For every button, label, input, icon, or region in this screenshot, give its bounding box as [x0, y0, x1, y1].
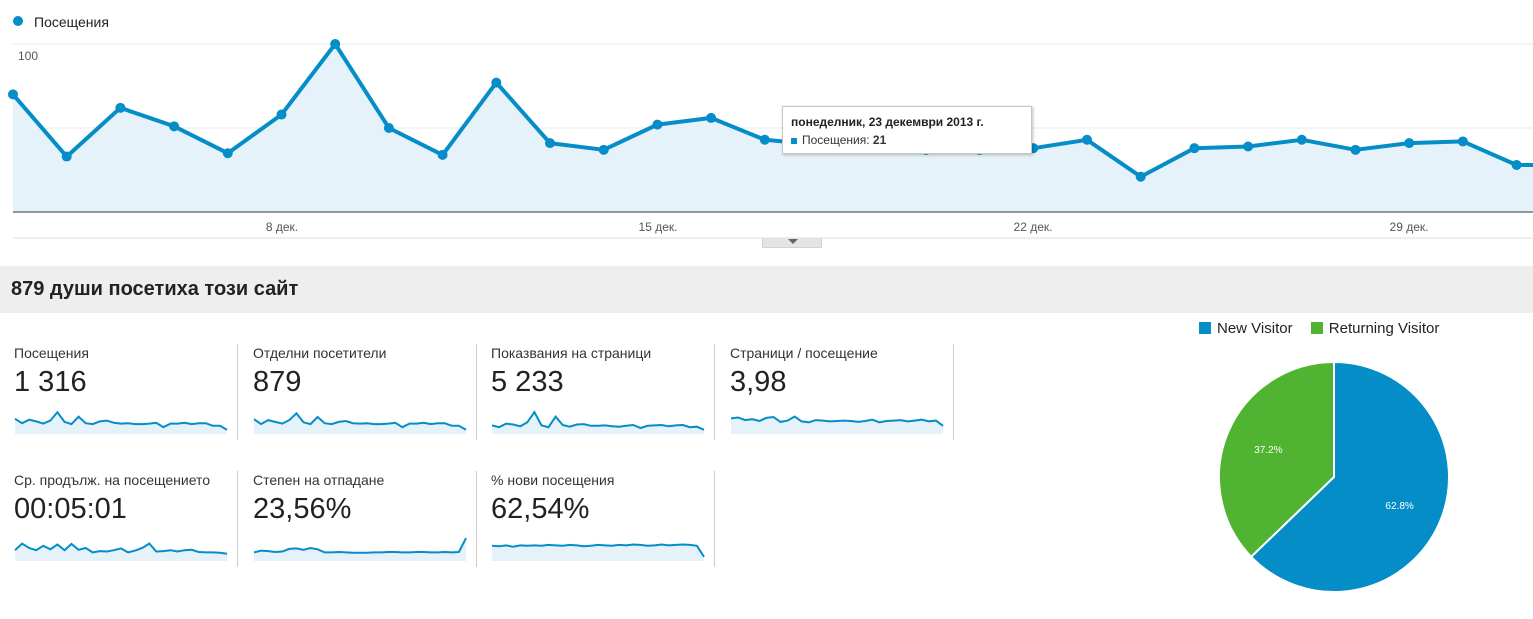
- legend-dot-icon: [13, 16, 23, 26]
- data-point[interactable]: [437, 149, 448, 160]
- x-tick-label: 22 дек.: [1014, 220, 1053, 234]
- metric-sparkline: [14, 410, 228, 434]
- summary-header: 879 души посетиха този сайт: [0, 266, 1533, 313]
- sparkline-area: [254, 538, 466, 561]
- tooltip-title: понеделник, 23 декември 2013 г.: [791, 115, 984, 129]
- legend-item-returning-visitor[interactable]: Returning Visitor: [1310, 320, 1440, 337]
- metric-value: 00:05:01: [14, 493, 127, 525]
- sparkline-area: [15, 543, 227, 561]
- sparkline-line: [491, 410, 705, 431]
- data-point[interactable]: [1350, 144, 1361, 155]
- x-tick-label: 29 дек.: [1390, 220, 1429, 234]
- metric-value: 62,54%: [491, 493, 590, 525]
- data-point[interactable]: [222, 148, 233, 159]
- pie-slice-label: 62.8%: [1385, 501, 1413, 512]
- data-point[interactable]: [115, 102, 126, 113]
- metric-sparkline: [491, 543, 705, 561]
- data-point[interactable]: [169, 121, 180, 132]
- legend-item-new-visitor[interactable]: New Visitor: [1199, 320, 1293, 337]
- metric-pages-per-visit[interactable]: Страници / посещение 3,98: [716, 344, 954, 440]
- pie-slice-new-visitor[interactable]: [1249, 360, 1450, 593]
- data-point[interactable]: [1457, 136, 1468, 147]
- data-point[interactable]: [1189, 143, 1200, 154]
- legend-label: Returning Visitor: [1328, 320, 1440, 337]
- metric-avg-visit-duration[interactable]: Ср. продълж. на посещението 00:05:01: [0, 471, 238, 567]
- data-point[interactable]: [652, 119, 663, 130]
- metric-label: Ср. продълж. на посещението: [14, 472, 211, 488]
- data-point[interactable]: [1404, 138, 1415, 149]
- data-point[interactable]: [383, 123, 394, 133]
- tooltip-row: Посещения: 21: [791, 133, 1031, 147]
- series-area: [13, 44, 1533, 212]
- data-point[interactable]: [61, 151, 72, 162]
- tooltip-series-dot-icon: [791, 137, 797, 144]
- chevron-down-icon: [788, 239, 798, 244]
- data-point[interactable]: [491, 77, 502, 88]
- metric-label: Посещения: [14, 345, 89, 361]
- data-point[interactable]: [1135, 171, 1146, 182]
- x-tick-label: 8 дек.: [266, 220, 298, 234]
- legend-swatch: [1199, 322, 1211, 334]
- data-point[interactable]: [706, 112, 717, 123]
- metric-sparkline: [253, 411, 467, 434]
- sparkline-line: [730, 415, 944, 427]
- x-tick-label: 15 дек.: [639, 220, 678, 234]
- metric-label: Показвания на страници: [491, 345, 652, 361]
- visits-line-chart[interactable]: Посещения 100 50 8 дек. 15 дек. 22 дек. …: [0, 0, 1533, 260]
- metric-value: 5 233: [491, 366, 564, 398]
- pie-legend: New Visitor Returning Visitor: [1199, 320, 1453, 337]
- metric-value: 1 316: [14, 366, 87, 398]
- metric-label: Отделни посетители: [253, 345, 387, 361]
- sparkline-line: [253, 537, 467, 554]
- pie-slice-returning-visitor[interactable]: [1218, 360, 1335, 559]
- data-point[interactable]: [8, 89, 18, 100]
- data-point[interactable]: [759, 134, 770, 145]
- metric-label: Страници / посещение: [730, 345, 878, 361]
- data-point[interactable]: [276, 109, 287, 120]
- metric-bounce-rate[interactable]: Степен на отпадане 23,56%: [239, 471, 477, 567]
- tooltip-value: 21: [872, 133, 887, 147]
- metric-pageviews[interactable]: Показвания на страници 5 233: [477, 344, 715, 440]
- metric-sparkline: [14, 542, 228, 561]
- metric-new-visits[interactable]: % нови посещения 62,54%: [477, 471, 715, 567]
- metric-label: Степен на отпадане: [253, 472, 385, 488]
- legend-label: Посещения: [34, 14, 109, 30]
- sparkline-area: [492, 412, 704, 434]
- pie-slice-label: 37.2%: [1254, 445, 1282, 456]
- data-point[interactable]: [598, 144, 609, 155]
- sparkline-area: [492, 544, 704, 561]
- metric-label: % нови посещения: [491, 472, 615, 488]
- x-tick-labels: 8 дек. 15 дек. 22 дек. 29 дек.: [266, 220, 1429, 234]
- data-point[interactable]: [1243, 141, 1254, 152]
- metric-value: 23,56%: [253, 493, 352, 525]
- chart-collapse-toggle[interactable]: [762, 238, 822, 248]
- metric-sparkline: [253, 537, 467, 561]
- data-point[interactable]: [1082, 134, 1092, 145]
- metric-value: 879: [253, 366, 302, 398]
- legend-label: New Visitor: [1217, 320, 1293, 337]
- metric-value: 3,98: [730, 366, 787, 398]
- visitor-type-pie-chart[interactable]: 62.8% 37.2%: [1214, 357, 1454, 597]
- sparkline-line: [491, 543, 705, 558]
- legend-swatch: [1310, 322, 1323, 334]
- metric-unique-visitors[interactable]: Отделни посетители 879: [239, 344, 477, 440]
- data-point[interactable]: [1511, 159, 1522, 170]
- metric-sparkline: [730, 415, 944, 434]
- chart-tooltip: понеделник, 23 декември 2013 г. Посещени…: [782, 106, 1032, 154]
- metric-sparkline: [491, 410, 705, 434]
- y-tick-label: 100: [18, 49, 38, 63]
- sparkline-line: [14, 410, 228, 431]
- data-point[interactable]: [330, 39, 341, 49]
- sparkline-area: [15, 412, 227, 434]
- data-point[interactable]: [1296, 134, 1307, 145]
- metric-visits[interactable]: Посещения 1 316: [0, 344, 238, 440]
- sparkline-line: [14, 542, 228, 555]
- tooltip-series-name: Посещения: [802, 133, 867, 147]
- sparkline-line: [253, 411, 467, 431]
- summary-title: 879 души посетиха този сайт: [11, 278, 299, 300]
- data-point[interactable]: [545, 138, 555, 149]
